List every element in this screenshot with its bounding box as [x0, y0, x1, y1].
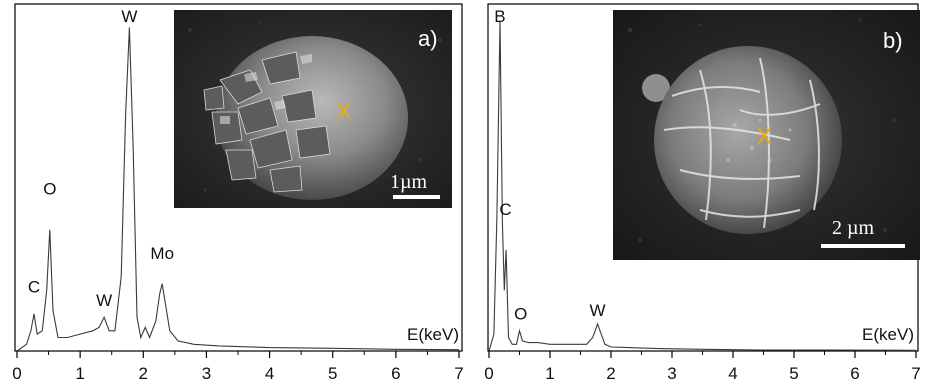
x-tick-label-b: 7	[911, 364, 920, 383]
x-axis-ticks-b: 0 1 2 3 4 5 6 7	[484, 351, 921, 383]
peak-labels-b: B C O W	[494, 7, 605, 323]
scale-bar-b	[821, 244, 905, 248]
x-tick-label-a: 2	[139, 364, 148, 383]
x-tick-label-a: 5	[328, 364, 337, 383]
sem-micrograph-a: X a) 1µm	[174, 10, 452, 208]
x-axis-label-b: E(keV)	[862, 325, 914, 344]
panel-label-b: b)	[883, 28, 903, 53]
peak-label-a: Mo	[150, 244, 174, 263]
scale-bar-label-b: 2 µm	[832, 217, 875, 239]
x-tick-label-b: 5	[789, 364, 798, 383]
x-axis-ticks-a: 0 1 2 3 4 5 6 7	[12, 351, 464, 383]
x-tick-label-a: 4	[265, 364, 274, 383]
x-tick-label-b: 1	[545, 364, 554, 383]
peak-label-a: W	[96, 291, 112, 310]
scale-bar-a	[393, 195, 440, 199]
x-tick-label-a: 3	[202, 364, 211, 383]
peak-labels-a: C O W W Mo	[28, 7, 174, 310]
analysis-point-marker-b: X	[757, 124, 772, 149]
x-axis-label-a: E(keV)	[407, 325, 459, 344]
scale-bar-label-a: 1µm	[390, 171, 428, 193]
x-tick-label-b: 0	[484, 364, 493, 383]
spectrum-panel-b: 0 1 2 3 4 5 6 7 B C O W E(keV)	[484, 3, 921, 383]
peak-label-b: C	[499, 200, 511, 219]
analysis-point-marker-a: X	[337, 99, 352, 124]
x-tick-label-a: 7	[454, 364, 463, 383]
x-tick-label-b: 4	[728, 364, 737, 383]
peak-label-b: O	[514, 304, 527, 323]
x-tick-label-a: 1	[75, 364, 84, 383]
spectrum-panel-a: 0 1 2 3 4 5 6 7 C O W W Mo E(keV)	[12, 3, 464, 383]
sem-micrograph-b: X b) 2 µm	[613, 10, 920, 260]
x-tick-label-a: 6	[391, 364, 400, 383]
x-tick-label-a: 0	[12, 364, 21, 383]
x-tick-label-b: 6	[850, 364, 859, 383]
peak-label-a: O	[43, 180, 56, 199]
peak-label-b: B	[494, 7, 505, 26]
panel-label-a: a)	[418, 26, 438, 51]
peak-label-a: C	[28, 277, 40, 296]
peak-label-a: W	[121, 7, 137, 26]
x-tick-label-b: 3	[667, 364, 676, 383]
peak-label-b: W	[590, 301, 606, 320]
spectrum-line-a	[16, 27, 460, 352]
x-tick-label-b: 2	[606, 364, 615, 383]
spectrum-line-b	[488, 20, 917, 352]
